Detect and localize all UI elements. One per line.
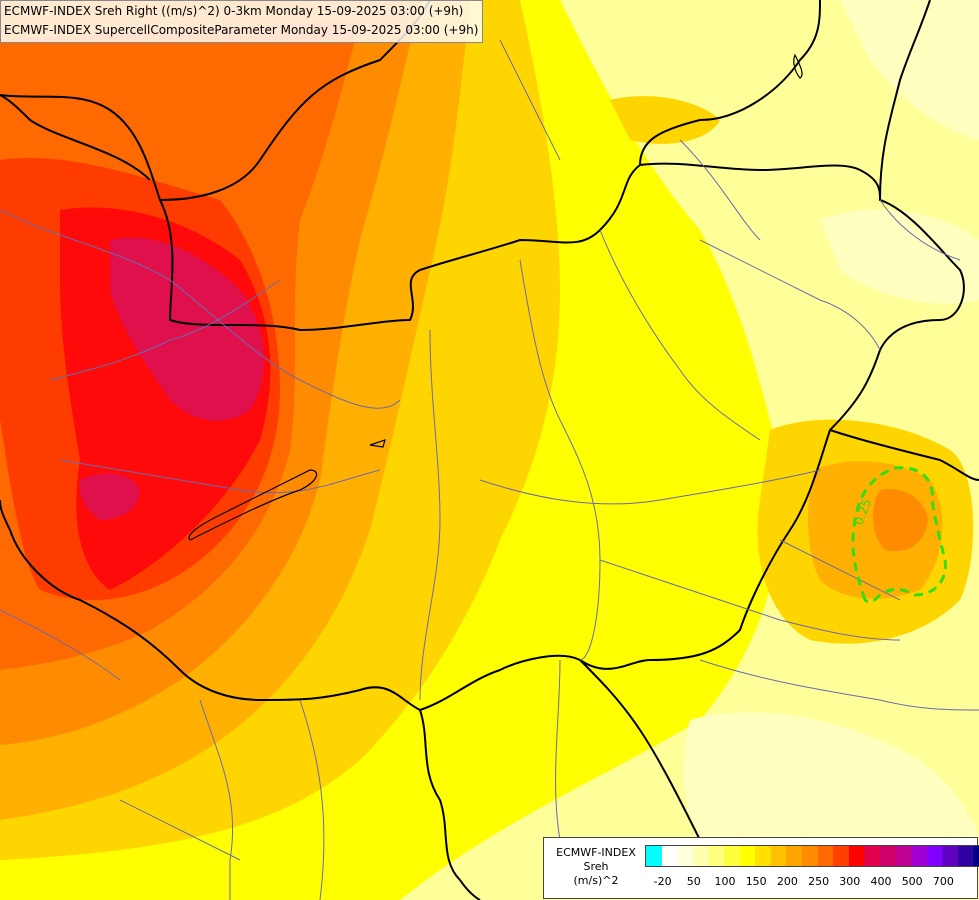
legend-tick-label: 50 (686, 875, 701, 888)
header-line-sreh: ECMWF-INDEX Sreh Right ((m/s)^2) 0-3km M… (4, 4, 464, 18)
legend-swatch (957, 846, 974, 866)
legend-tick-label: 500 (901, 875, 923, 888)
legend-swatch (817, 846, 834, 866)
legend-swatch (801, 846, 818, 866)
color-legend: ECMWF-INDEX Sreh (m/s)^2 -20 50 100 150 200 2… (543, 837, 979, 899)
legend-title-unit: (m/s)^2 (573, 874, 619, 887)
map-header: ECMWF-INDEX Sreh Right ((m/s)^2) 0-3km M… (0, 0, 484, 43)
legend-tick-label: 150 (745, 875, 767, 888)
legend-swatch (864, 846, 880, 866)
legend-tick-label: 250 (808, 875, 830, 888)
lakes (188, 53, 803, 541)
legend-tick-label: 400 (870, 875, 892, 888)
legend-tick-label: 100 (714, 875, 736, 888)
legend-swatch (755, 846, 771, 866)
legend-swatch (973, 846, 979, 866)
legend-tick-label: -20 (653, 875, 672, 888)
legend-swatch (848, 846, 865, 866)
legend-swatch (786, 846, 802, 866)
legend-title: ECMWF-INDEX Sreh (m/s)^2 (548, 846, 644, 888)
legend-swatch (646, 846, 662, 866)
legend-tick-label: 700 (932, 875, 954, 888)
legend-swatch (926, 846, 943, 866)
legend-swatch (708, 846, 724, 866)
legend-swatch (833, 846, 849, 866)
legend-tick-label: 200 (776, 875, 798, 888)
legend-swatch (661, 846, 678, 866)
legend-swatches (645, 845, 979, 867)
legend-swatch (692, 846, 709, 866)
legend-swatch (895, 846, 912, 866)
legend-swatch (739, 846, 756, 866)
legend-title-source: ECMWF-INDEX (556, 846, 636, 859)
header-line-scp: ECMWF-INDEX SupercellCompositeParameter … (4, 23, 479, 37)
legend-swatch (723, 846, 740, 866)
legend-ticks: -20 50 100 150 200 250 300 400 500 700 (645, 875, 975, 889)
legend-swatch (879, 846, 896, 866)
legend-swatch (911, 846, 927, 866)
region-borders (0, 39, 979, 900)
legend-tick-label: 300 (839, 875, 861, 888)
legend-swatch (677, 846, 693, 866)
legend-title-parameter: Sreh (583, 860, 609, 873)
legend-swatch (770, 846, 787, 866)
legend-swatch (942, 846, 958, 866)
